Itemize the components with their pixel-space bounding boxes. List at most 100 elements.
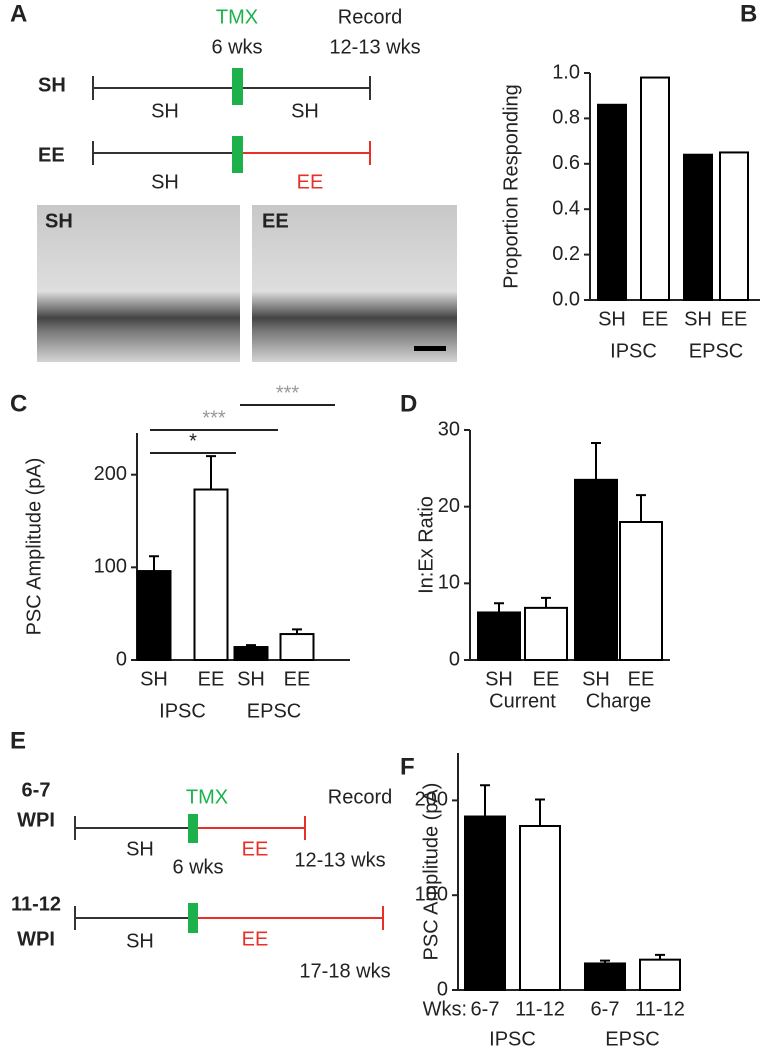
y-tick-label: 200 (415, 789, 448, 811)
y-tick-label: 0 (449, 648, 460, 670)
y-tick-label: 0.0 (552, 288, 580, 310)
x-tick-label: 11-12 (515, 998, 565, 1020)
bar (477, 611, 521, 662)
segment-label: SH (151, 100, 179, 122)
x-prefix: Wks: (423, 998, 467, 1020)
error-bar (149, 555, 159, 572)
tmx-time: 6 wks (211, 36, 262, 58)
error-bar (591, 442, 601, 480)
row-label: EE (38, 144, 65, 166)
significance-label: *** (202, 407, 226, 429)
error-bar (246, 644, 256, 648)
micrograph (37, 205, 240, 362)
row-label: WPI (17, 809, 55, 831)
y-tick-label: 0.8 (552, 107, 580, 129)
group-label: IPSC (159, 700, 206, 722)
segment-label: SH (291, 100, 319, 122)
tmx-time: 6 wks (172, 856, 223, 878)
error-bar (655, 953, 665, 960)
tmx-label: TMX (216, 6, 258, 28)
bar (136, 570, 172, 661)
x-tick-label: 6-7 (471, 998, 500, 1020)
record-label: Record (338, 6, 402, 28)
group-label: EPSC (689, 340, 743, 362)
y-tick-label: 100 (94, 556, 127, 578)
x-tick-label: SH (582, 668, 610, 690)
row-label: SH (38, 74, 66, 96)
bar-chart: B Proportion Responding 0.0 0.2 0.4 0.6 0.8 1.0… (500, 0, 760, 362)
y-tick-label: 100 (415, 883, 448, 905)
x-tick-label: EE (721, 308, 748, 330)
significance-label: * (189, 430, 197, 452)
panel-e: E TMX Record 6-7 WPI SH EE 6 wks 12-13 w… (10, 727, 392, 982)
bar (639, 958, 681, 992)
y-tick-label: 30 (438, 418, 460, 440)
bar (640, 76, 670, 302)
x-tick-label: EE (642, 308, 669, 330)
bar (574, 478, 618, 662)
bar-chart: C PSC Amplitude (pA) 0 100 200 SH EE SH EE IPSC EP… (10, 382, 350, 722)
x-tick-label: SH (598, 308, 626, 330)
x-tick-label: 6-7 (591, 998, 620, 1020)
group-label: IPSC (610, 340, 657, 362)
group-label: EPSC (247, 700, 301, 722)
significance-label: *** (276, 382, 300, 404)
bar (584, 962, 626, 991)
panel-label: E (10, 727, 26, 754)
error-bar (480, 784, 490, 817)
x-tick-label: SH (237, 668, 265, 690)
scale-bar (414, 346, 446, 351)
group-label: IPSC (489, 1028, 536, 1050)
row-label: 11-12 (11, 893, 61, 915)
panel-label: A (10, 0, 27, 27)
panel-label: B (740, 0, 757, 27)
y-tick-label: 0.2 (552, 243, 580, 265)
tmx-marker (232, 136, 243, 173)
group-label: EPSC (605, 1028, 659, 1050)
panel-label: F (400, 753, 415, 780)
y-tick-label: 0 (116, 648, 127, 670)
bar (597, 103, 627, 301)
segment-label: SH (151, 171, 179, 193)
x-tick-label: SH (485, 668, 513, 690)
panel-label: D (400, 390, 417, 417)
y-tick-label: 0.4 (552, 197, 580, 219)
segment-label: EE (297, 171, 324, 193)
end-time: 17-18 wks (299, 960, 390, 982)
x-tick-label: SH (140, 668, 168, 690)
bar (233, 646, 269, 661)
bar (464, 815, 506, 991)
y-axis-label: In:Ex Ratio (415, 496, 437, 594)
segment-label: SH (126, 930, 154, 952)
y-tick-label: 200 (94, 463, 127, 485)
tmx-marker (232, 68, 243, 105)
record-time: 12-13 wks (329, 36, 420, 58)
y-tick-label: 0 (437, 978, 448, 1000)
x-tick-label: SH (684, 308, 712, 330)
x-tick-label: EE (284, 668, 311, 690)
error-bar (636, 494, 646, 522)
x-tick-label: EE (628, 668, 655, 690)
segment-label: SH (126, 838, 154, 860)
y-tick-label: 1.0 (552, 61, 580, 83)
error-bar (494, 602, 504, 613)
group-label: Charge (586, 690, 652, 712)
y-tick-label: 0.6 (552, 152, 580, 174)
error-bar (541, 596, 551, 608)
bar (719, 151, 749, 301)
bar (279, 633, 315, 661)
error-bar (206, 455, 216, 490)
end-time: 12-13 wks (294, 849, 385, 871)
tmx-marker (188, 903, 198, 933)
panel-a: A TMX 6 wks Record 12-13 wks SH SH SH EE… (10, 0, 457, 362)
bar (193, 488, 229, 661)
tmx-marker (188, 814, 198, 843)
bar (619, 521, 663, 661)
x-tick-label: 11-12 (635, 998, 685, 1020)
y-axis-label: PSC Amplitude (pA) (23, 458, 45, 636)
x-tick-label: EE (533, 668, 560, 690)
error-bar (600, 959, 610, 964)
micrograph (252, 205, 457, 362)
